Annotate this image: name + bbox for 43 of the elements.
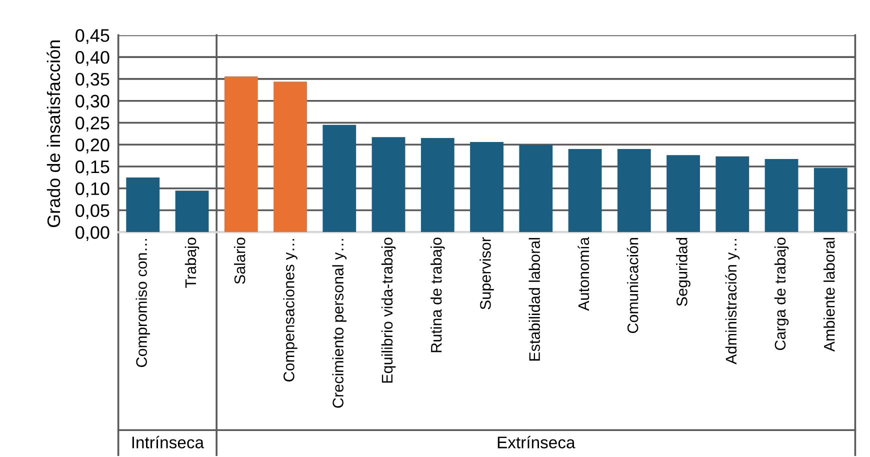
bar — [175, 190, 209, 232]
x-tick-label: Crecimiento personal y… — [332, 239, 347, 408]
bar — [814, 168, 848, 232]
bar — [617, 148, 651, 232]
bar — [372, 137, 406, 232]
x-tick-label: Comunicación — [626, 238, 638, 334]
x-tick-label: Compensaciones y… — [283, 239, 298, 382]
y-axis-title: Grado de insatisfacción — [46, 40, 60, 228]
y-tick-label: 0,05 — [76, 204, 110, 220]
x-tick-label: Administración y… — [725, 239, 740, 364]
text: Intrínseca — [132, 436, 204, 448]
y-tick-label: 0,45 — [76, 29, 110, 44]
bar — [568, 148, 602, 232]
x-tick-label: Trabajo — [184, 238, 200, 288]
y-tick-label: 0,10 — [76, 182, 110, 198]
y-tick-label: 0,30 — [76, 94, 110, 110]
bar — [716, 156, 750, 232]
y-tick-label: 0,15 — [76, 160, 110, 176]
x-tick-label: Seguridad — [676, 238, 690, 306]
bar — [322, 124, 356, 232]
x-tick-label: Rutina de trabajo — [430, 238, 445, 352]
x-tick-label: Compromiso con… — [136, 239, 150, 367]
y-tick-label: 0,20 — [76, 138, 110, 154]
y-tick-label: 0,40 — [76, 51, 110, 66]
x-tick-label: Ambiente laboral — [824, 238, 835, 352]
y-tick-label: 0,00 — [76, 226, 110, 242]
bar — [470, 142, 504, 232]
y-tick-label: 0,25 — [76, 116, 110, 132]
x-tick-label: Carga de trabajo — [774, 238, 789, 350]
bar — [274, 82, 307, 232]
bar — [764, 159, 798, 232]
x-tick-label: Autonomía — [578, 237, 590, 311]
text: Extrínseca — [498, 436, 576, 448]
bar — [126, 177, 160, 232]
x-tick-label: Estabilidad laboral — [528, 238, 540, 361]
bar — [224, 76, 258, 232]
x-tick-label: Salario — [234, 238, 246, 284]
bar — [519, 144, 553, 232]
y-tick-label: 0,35 — [76, 72, 110, 88]
bar — [666, 155, 700, 232]
x-tick-label: Supervisor — [480, 237, 494, 310]
x-tick-label: Equilibrio vida-trabajo — [381, 238, 396, 383]
bar — [420, 138, 454, 232]
